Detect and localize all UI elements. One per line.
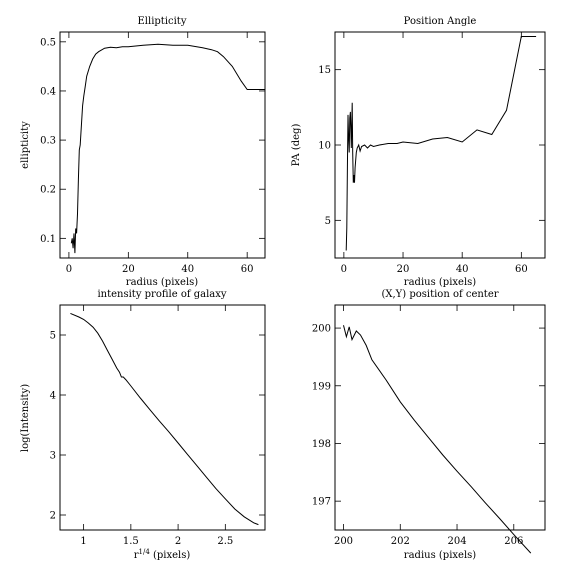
plot-frame: [334, 31, 546, 259]
x-axis-label: radius (pixels): [126, 277, 198, 288]
x-tick-label: 60: [241, 264, 254, 275]
plot-frame: [59, 31, 266, 259]
x-tick-label: 202: [391, 536, 410, 547]
y-tick-label: 0.5: [40, 37, 56, 48]
y-tick-label: 10: [318, 141, 331, 152]
y-tick-label: 0.3: [40, 136, 56, 147]
center-position-series-line: [343, 325, 532, 554]
x-tick-label: 1.5: [123, 536, 139, 547]
x-tick-label: 0: [341, 264, 347, 275]
y-tick-label: 197: [312, 497, 331, 508]
x-tick-label: 1: [80, 536, 86, 547]
x-axis-label: r1/4 (pixels): [134, 548, 191, 561]
x-tick-label: 200: [334, 536, 353, 547]
x-tick-label: 40: [456, 264, 469, 275]
y-tick-label: 4: [50, 391, 56, 402]
x-tick-label: 2: [175, 536, 181, 547]
x-tick-label: 60: [515, 264, 528, 275]
y-tick-label: 2: [50, 511, 56, 522]
panel-center-position: (X,Y) position of center radius (pixels)…: [312, 289, 546, 561]
panel-title: Position Angle: [404, 16, 477, 27]
x-tick-label: 2.5: [217, 536, 233, 547]
position-angle-series-line: [345, 36, 537, 251]
x-tick-label: 20: [397, 264, 410, 275]
x-axis-label-superscript: 1/4: [139, 548, 151, 556]
panel-title: intensity profile of galaxy: [97, 289, 226, 300]
tick-group: 0 20 40 60 5 10 15: [318, 32, 545, 275]
panel-title: (X,Y) position of center: [381, 289, 498, 300]
panel-position-angle: Position Angle radius (pixels) PA (deg) …: [291, 16, 546, 288]
panel-intensity-profile: intensity profile of galaxy r1/4 (pixels…: [20, 289, 266, 561]
ellipticity-series-line: [70, 43, 265, 254]
y-tick-label: 200: [312, 324, 331, 335]
x-tick-label: 0: [66, 264, 72, 275]
y-tick-label: 15: [318, 65, 331, 76]
x-axis-label-base: r: [134, 550, 139, 561]
x-tick-label: 204: [447, 536, 466, 547]
x-tick-label: 206: [504, 536, 523, 547]
intensity-series-line: [70, 312, 259, 526]
x-axis-label: radius (pixels): [404, 277, 476, 288]
y-tick-label: 0.4: [40, 86, 56, 97]
x-axis-label-unit: (pixels): [150, 550, 191, 561]
plot-frame: [334, 304, 546, 531]
panel-title: Ellipticity: [138, 16, 187, 27]
y-tick-label: 198: [312, 439, 331, 450]
y-axis-label: ellipticity: [20, 121, 31, 169]
y-tick-label: 0.1: [40, 234, 56, 245]
y-tick-label: 5: [50, 331, 56, 342]
x-tick-label: 40: [181, 264, 194, 275]
tick-group: 1 1.5 2 2.5 2 3 4 5: [50, 305, 265, 547]
y-tick-label: 5: [325, 216, 331, 227]
y-axis-label: PA (deg): [291, 124, 302, 167]
y-axis-label: log(Intensity): [20, 384, 31, 452]
tick-group: 200 202 204 206 197 198 199 200: [312, 305, 545, 547]
x-axis-label: radius (pixels): [404, 550, 476, 561]
y-tick-label: 199: [312, 381, 331, 392]
plot-frame: [59, 304, 266, 531]
x-tick-label: 20: [122, 264, 135, 275]
y-tick-label: 3: [50, 451, 56, 462]
y-tick-label: 0.2: [40, 185, 56, 196]
panel-ellipticity: Ellipticity radius (pixels) ellipticity …: [20, 16, 266, 288]
tick-group: 0 20 40 60 0.1 0.2 0.3 0.4 0.5: [40, 32, 265, 275]
